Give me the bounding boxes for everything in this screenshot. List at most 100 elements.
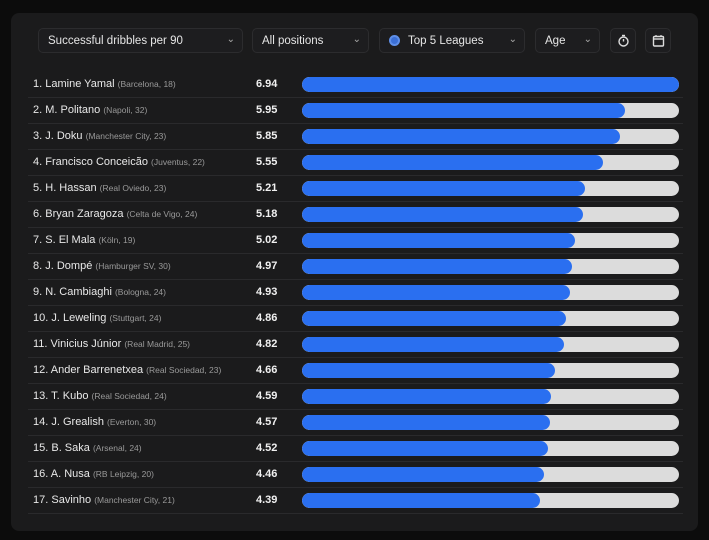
player-name-text: T. Kubo <box>51 390 89 402</box>
player-row[interactable]: 5. H. Hassan (Real Oviedo, 23) 5.21 <box>28 176 683 202</box>
player-name-text: B. Saka <box>51 442 90 454</box>
bar-track <box>302 337 679 352</box>
stat-value: 6.94 <box>256 78 278 90</box>
ranking-list: 1. Lamine Yamal (Barcelona, 18) 6.94 2. … <box>28 72 683 514</box>
bar-track <box>302 77 679 92</box>
player-row[interactable]: 13. T. Kubo (Real Sociedad, 24) 4.59 <box>28 384 683 410</box>
player-name: 3. J. Doku (Manchester City, 23) <box>33 130 166 142</box>
player-rank: 13. <box>33 390 49 402</box>
player-rank: 11. <box>33 338 48 350</box>
timer-button[interactable] <box>610 28 636 53</box>
player-name: 15. B. Saka (Arsenal, 24) <box>33 442 142 454</box>
metric-dropdown[interactable]: Successful dribbles per 90 ⌄ <box>38 28 243 53</box>
player-club-age: (Real Sociedad, 23) <box>146 365 222 375</box>
player-rank: 1. <box>33 78 43 90</box>
bar-fill <box>302 207 584 222</box>
bar-track <box>302 181 679 196</box>
bar-track <box>302 363 679 378</box>
stat-value: 5.02 <box>256 234 278 246</box>
player-name-text: M. Politano <box>45 104 101 116</box>
player-row[interactable]: 15. B. Saka (Arsenal, 24) 4.52 <box>28 436 683 462</box>
chevron-down-icon: ⌄ <box>583 34 592 45</box>
stat-value: 4.57 <box>256 416 278 428</box>
bar-fill <box>302 181 585 196</box>
chevron-down-icon: ⌄ <box>352 34 361 45</box>
player-name: 8. J. Dompé (Hamburger SV, 30) <box>33 260 171 272</box>
player-row[interactable]: 12. Ander Barrenetxea (Real Sociedad, 23… <box>28 358 683 384</box>
stat-value: 4.82 <box>256 338 278 350</box>
player-row[interactable]: 9. N. Cambiaghi (Bologna, 24) 4.93 <box>28 280 683 306</box>
player-row[interactable]: 7. S. El Mala (Köln, 19) 5.02 <box>28 228 683 254</box>
player-name-text: Ander Barrenetxea <box>50 364 144 376</box>
bar-track <box>302 493 679 508</box>
player-row[interactable]: 1. Lamine Yamal (Barcelona, 18) 6.94 <box>28 72 683 98</box>
leaderboard-panel: Successful dribbles per 90 ⌄ All positio… <box>11 13 698 531</box>
stat-value: 4.46 <box>256 468 278 480</box>
bar-fill <box>302 467 545 482</box>
player-rank: 7. <box>33 234 43 246</box>
player-row[interactable]: 11. Vinicius Júnior (Real Madrid, 25) 4.… <box>28 332 683 358</box>
bar-track <box>302 259 679 274</box>
player-rank: 17. <box>33 494 49 506</box>
player-row[interactable]: 3. J. Doku (Manchester City, 23) 5.85 <box>28 124 683 150</box>
globe-icon <box>389 35 400 46</box>
player-name: 12. Ander Barrenetxea (Real Sociedad, 23… <box>33 364 221 376</box>
player-name-text: Lamine Yamal <box>45 78 115 90</box>
position-label: All positions <box>262 34 324 47</box>
bar-track <box>302 415 679 430</box>
stopwatch-icon <box>617 34 629 47</box>
player-club-age: (Arsenal, 24) <box>92 443 142 453</box>
player-rank: 3. <box>33 130 43 142</box>
player-row[interactable]: 17. Savinho (Manchester City, 21) 4.39 <box>28 488 683 514</box>
player-club-age: (Napoli, 32) <box>103 105 148 115</box>
player-name-text: Vinicius Júnior <box>50 338 122 350</box>
player-rank: 5. <box>33 182 43 194</box>
league-dropdown[interactable]: Top 5 Leagues ⌄ <box>379 28 525 53</box>
player-row[interactable]: 14. J. Grealish (Everton, 30) 4.57 <box>28 410 683 436</box>
calendar-button[interactable] <box>645 28 671 53</box>
league-label: Top 5 Leagues <box>408 34 484 47</box>
player-club-age: (Hamburger SV, 30) <box>95 261 171 271</box>
player-rank: 10. <box>33 312 49 324</box>
bar-track <box>302 467 679 482</box>
bar-fill <box>302 259 572 274</box>
age-dropdown[interactable]: Age ⌄ <box>535 28 600 53</box>
age-label: Age <box>545 34 566 47</box>
player-row[interactable]: 4. Francisco Conceicão (Juventus, 22) 5.… <box>28 150 683 176</box>
player-row[interactable]: 16. A. Nusa (RB Leipzig, 20) 4.46 <box>28 462 683 488</box>
stat-value: 5.85 <box>256 130 278 142</box>
player-row[interactable]: 8. J. Dompé (Hamburger SV, 30) 4.97 <box>28 254 683 280</box>
stat-value: 4.52 <box>256 442 278 454</box>
player-rank: 14. <box>33 416 49 428</box>
player-row[interactable]: 2. M. Politano (Napoli, 32) 5.95 <box>28 98 683 124</box>
player-name: 5. H. Hassan (Real Oviedo, 23) <box>33 182 166 194</box>
player-name-text: N. Cambiaghi <box>45 286 112 298</box>
bar-fill <box>302 311 566 326</box>
player-name-text: A. Nusa <box>50 468 90 480</box>
position-dropdown[interactable]: All positions ⌄ <box>252 28 369 53</box>
bar-fill <box>302 155 604 170</box>
player-name-text: Bryan Zaragoza <box>45 208 124 220</box>
bar-track <box>302 129 679 144</box>
player-name: 1. Lamine Yamal (Barcelona, 18) <box>33 78 176 90</box>
stat-value: 5.21 <box>256 182 278 194</box>
bar-track <box>302 233 679 248</box>
bar-fill <box>302 415 551 430</box>
player-rank: 15. <box>33 442 49 454</box>
player-rank: 4. <box>33 156 43 168</box>
player-name-text: J. Doku <box>45 130 83 142</box>
metric-label: Successful dribbles per 90 <box>48 34 183 47</box>
player-name-text: Savinho <box>51 494 92 506</box>
stat-value: 5.95 <box>256 104 278 116</box>
chevron-down-icon: ⌄ <box>226 34 235 45</box>
bar-fill <box>302 233 575 248</box>
player-row[interactable]: 10. J. Leweling (Stuttgart, 24) 4.86 <box>28 306 683 332</box>
player-rank: 6. <box>33 208 43 220</box>
player-name-text: J. Leweling <box>51 312 107 324</box>
player-row[interactable]: 6. Bryan Zaragoza (Celta de Vigo, 24) 5.… <box>28 202 683 228</box>
bar-fill <box>302 129 620 144</box>
bar-track <box>302 285 679 300</box>
chevron-down-icon: ⌄ <box>508 34 517 45</box>
player-name: 16. A. Nusa (RB Leipzig, 20) <box>33 468 154 480</box>
player-name-text: S. El Mala <box>45 234 96 246</box>
